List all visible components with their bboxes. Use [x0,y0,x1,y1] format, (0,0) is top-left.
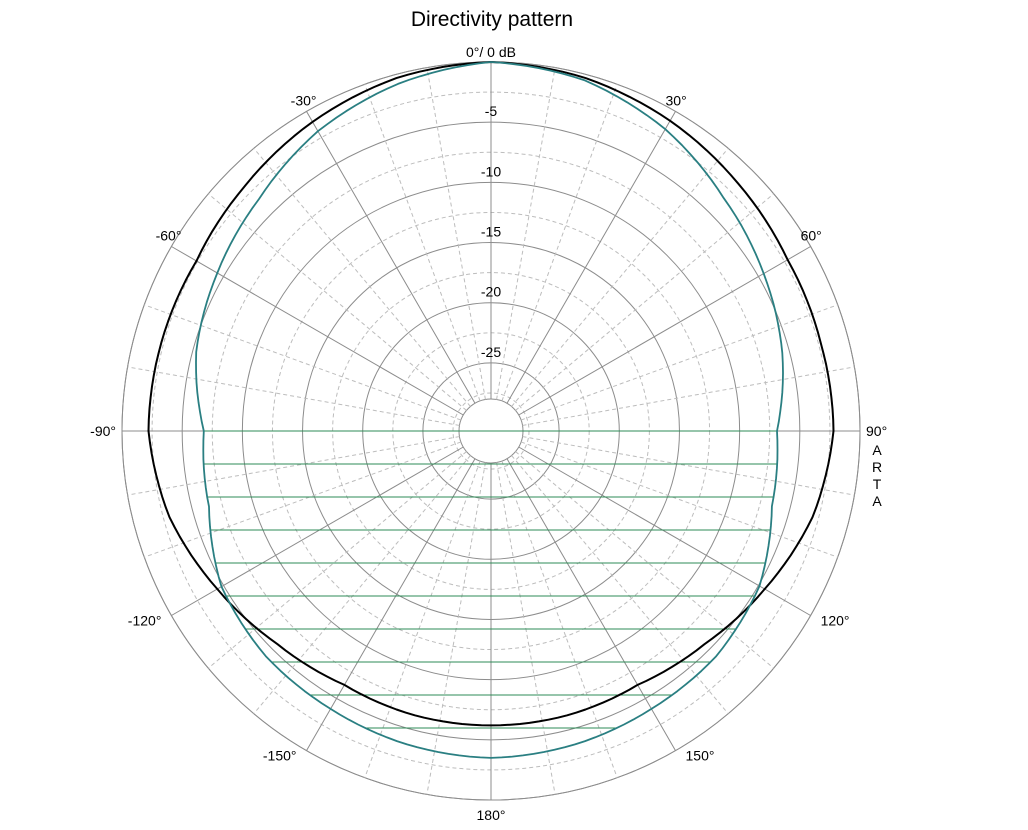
minor-spoke [515,193,774,411]
chart-title: Directivity pattern [410,8,574,31]
angle-tick-label: 150° [686,748,715,764]
minor-spoke [144,304,462,421]
radial-tick-label: -25 [481,344,501,360]
minor-spoke [522,436,855,496]
minor-spoke [144,441,462,558]
watermark-letter: A [872,493,882,509]
watermark-letter: A [872,442,882,458]
minor-spoke [496,67,556,400]
major-spoke [306,458,476,751]
minor-spoke [515,451,774,669]
radial-tick-label: 0°/ 0 dB [466,44,516,60]
angle-tick-label: 60° [801,228,822,244]
radial-tick-label: -20 [481,284,501,300]
minor-spoke [426,462,486,795]
minor-spoke [127,366,460,426]
minor-spoke [520,304,838,421]
angle-tick-label: -90° [90,423,116,439]
major-spoke [171,246,464,416]
major-spoke [506,458,676,751]
radial-tick-label: -15 [481,224,501,240]
minor-spoke [496,462,556,795]
minor-spoke [253,148,471,407]
tick-labels: 0°/ 0 dB -5 -10 -15 -20 -25 30° 60° 90° 120° 150° 1… [90,44,887,823]
series-layer [147,61,835,759]
minor-spoke [364,84,481,402]
minor-spoke [501,460,618,778]
minor-spoke [426,67,486,400]
minor-spoke [501,84,618,402]
minor-spoke [208,193,467,411]
watermark-letter: T [873,476,882,492]
angle-tick-label: 120° [821,613,850,629]
angle-tick-label: -150° [263,748,297,764]
minor-spoke [253,455,471,714]
series-line-2 [195,61,784,759]
radial-tick-label: -5 [485,103,498,119]
watermark-letter: R [872,459,882,475]
minor-spoke [511,455,729,714]
angle-tick-label: -120° [128,613,162,629]
minor-spoke [364,460,481,778]
major-spoke [506,111,676,404]
major-spoke [518,246,811,416]
major-spoke [171,446,464,616]
major-spoke [518,446,811,616]
radial-tick-label: -10 [481,163,501,179]
angle-tick-label: -60° [156,228,182,244]
minor-spoke [511,148,729,407]
series-line-1 [147,61,835,727]
minor-spoke [522,366,855,426]
minor-spoke [127,436,460,496]
major-spoke [306,111,476,404]
minor-spoke [520,441,838,558]
angle-tick-label: 180° [477,807,506,823]
angle-tick-label: 30° [666,92,687,108]
minor-spoke [208,451,467,669]
angle-tick-label: -30° [291,92,317,108]
angle-tick-label: 90° [866,423,887,439]
